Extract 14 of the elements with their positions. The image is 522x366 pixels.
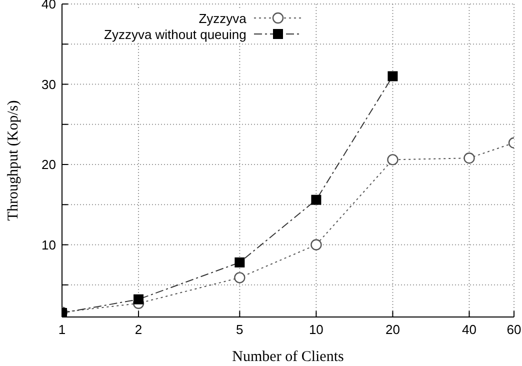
y-tick-label: 20: [42, 157, 56, 172]
y-tick-label: 10: [42, 237, 56, 252]
x-tick-label: 10: [308, 322, 324, 338]
x-axis-title: Number of Clients: [232, 349, 344, 365]
legend-label: Zyzzyva without queuing: [104, 26, 246, 42]
y-tick-label: 30: [42, 76, 56, 92]
y-axis-title: Throughput (Kop/s): [5, 100, 22, 221]
x-tick-label: 20: [385, 322, 400, 338]
x-tick-label: 2: [134, 322, 142, 338]
legend-label: Zyzzyva: [198, 10, 246, 26]
x-tick-label: 40: [462, 322, 476, 338]
x-tick-label: 60: [506, 322, 522, 338]
x-tick-label: 1: [58, 322, 66, 338]
x-tick-label: 5: [236, 322, 244, 338]
